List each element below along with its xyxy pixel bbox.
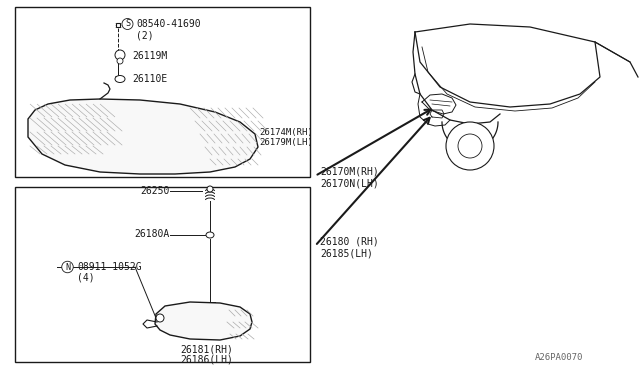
Text: (4): (4) xyxy=(77,273,95,283)
Text: A26PA0070: A26PA0070 xyxy=(535,353,584,362)
Polygon shape xyxy=(28,99,258,174)
Text: 26119M: 26119M xyxy=(132,51,167,61)
Text: 26174M(RH): 26174M(RH) xyxy=(259,128,313,137)
Text: 26170M(RH): 26170M(RH) xyxy=(320,167,379,177)
Circle shape xyxy=(115,50,125,60)
Text: 26179M(LH): 26179M(LH) xyxy=(259,138,313,147)
Text: 26110E: 26110E xyxy=(132,74,167,84)
Text: N: N xyxy=(65,263,70,272)
Text: 26186(LH): 26186(LH) xyxy=(180,355,233,365)
Ellipse shape xyxy=(206,232,214,238)
Text: 08540-41690: 08540-41690 xyxy=(136,19,200,29)
Circle shape xyxy=(156,314,164,322)
Text: 26180A: 26180A xyxy=(135,229,170,239)
Ellipse shape xyxy=(115,76,125,83)
Circle shape xyxy=(446,122,494,170)
Circle shape xyxy=(207,186,213,192)
Text: 26181(RH): 26181(RH) xyxy=(180,345,233,355)
Circle shape xyxy=(117,58,123,64)
Text: 26250: 26250 xyxy=(141,186,170,196)
Circle shape xyxy=(458,134,482,158)
Text: 26180 (RH): 26180 (RH) xyxy=(320,237,379,247)
Bar xyxy=(15,187,310,362)
Text: 26185(LH): 26185(LH) xyxy=(320,248,373,258)
Text: (2): (2) xyxy=(136,30,154,40)
Bar xyxy=(15,7,310,177)
Text: S: S xyxy=(125,19,130,29)
Polygon shape xyxy=(155,302,252,340)
Text: 26170N(LH): 26170N(LH) xyxy=(320,178,379,188)
Text: 08911-1052G: 08911-1052G xyxy=(77,262,141,272)
